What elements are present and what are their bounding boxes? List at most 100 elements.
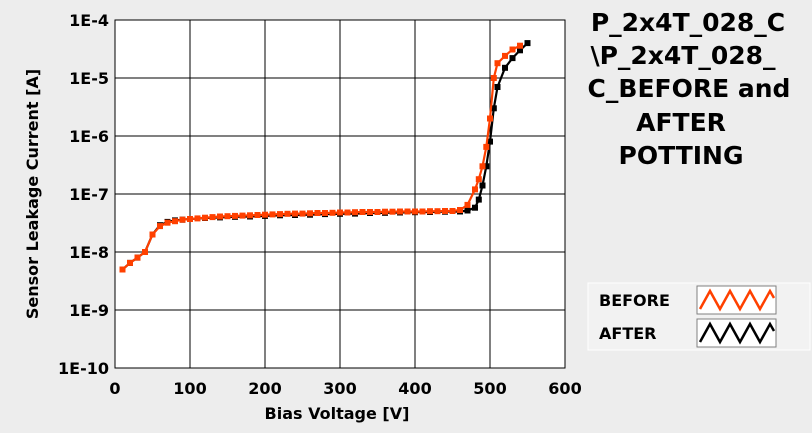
title-line-5: POTTING bbox=[619, 141, 744, 170]
data-point bbox=[502, 52, 508, 59]
data-point bbox=[517, 42, 523, 49]
data-point bbox=[269, 211, 276, 218]
data-point bbox=[127, 259, 133, 266]
data-point bbox=[367, 209, 373, 215]
data-point bbox=[277, 211, 283, 218]
data-point bbox=[464, 207, 471, 214]
data-point bbox=[352, 209, 358, 216]
data-point bbox=[262, 211, 268, 218]
title-line-2: \P_2x4T_028_ bbox=[590, 41, 776, 70]
data-point bbox=[464, 201, 471, 208]
data-point bbox=[434, 208, 441, 215]
data-point bbox=[490, 105, 497, 112]
x-tick-labels: 0 100 200 300 400 500 600 bbox=[109, 379, 581, 398]
x-tick-label: 600 bbox=[548, 379, 581, 398]
legend-label-before: BEFORE bbox=[599, 291, 670, 310]
data-point bbox=[487, 115, 493, 122]
y-tick-label: 1E-10 bbox=[58, 359, 109, 378]
data-point bbox=[202, 214, 208, 221]
data-point bbox=[494, 60, 501, 67]
x-tick-label: 400 bbox=[398, 379, 431, 398]
data-point bbox=[382, 208, 388, 215]
data-point bbox=[472, 186, 478, 193]
x-tick-label: 300 bbox=[323, 379, 356, 398]
y-tick-label: 1E-4 bbox=[69, 11, 109, 30]
data-point bbox=[224, 213, 231, 220]
data-point bbox=[524, 40, 531, 47]
data-point bbox=[475, 176, 482, 183]
series-before bbox=[119, 42, 523, 273]
data-point bbox=[479, 163, 486, 170]
y-tick-label: 1E-8 bbox=[69, 243, 109, 262]
legend-line-before bbox=[698, 288, 776, 312]
data-point bbox=[427, 208, 433, 215]
y-tick-label: 1E-5 bbox=[69, 69, 109, 88]
data-point bbox=[344, 209, 351, 216]
legend: BEFORE AFTER bbox=[587, 282, 811, 351]
data-point bbox=[419, 208, 426, 215]
legend-label-after: AFTER bbox=[599, 324, 656, 343]
data-point bbox=[134, 254, 141, 261]
x-tick-label: 200 bbox=[248, 379, 281, 398]
title-line-4: AFTER bbox=[636, 108, 726, 137]
data-point bbox=[179, 216, 186, 223]
data-point bbox=[397, 208, 403, 215]
y-tick-labels: 1E-4 1E-5 1E-6 1E-7 1E-8 1E-9 1E-10 bbox=[58, 11, 109, 378]
data-point bbox=[209, 214, 216, 221]
data-point bbox=[164, 219, 171, 226]
data-point bbox=[142, 249, 148, 255]
data-point bbox=[194, 215, 201, 222]
data-point bbox=[307, 210, 313, 217]
data-point bbox=[314, 210, 321, 216]
data-point bbox=[449, 208, 456, 214]
data-point bbox=[483, 143, 490, 150]
data-point bbox=[149, 231, 156, 238]
title-line-3: C_BEFORE and bbox=[588, 74, 791, 103]
y-tick-label: 1E-6 bbox=[69, 127, 109, 146]
data-point bbox=[517, 47, 523, 54]
x-axis-title: Bias Voltage [V] bbox=[265, 404, 410, 423]
data-point bbox=[475, 196, 482, 203]
series-layer bbox=[119, 40, 531, 273]
x-tick-label: 100 bbox=[173, 379, 206, 398]
data-point bbox=[479, 182, 486, 189]
data-point bbox=[239, 212, 246, 219]
data-point bbox=[187, 216, 193, 222]
data-point bbox=[389, 208, 396, 215]
data-point bbox=[404, 208, 411, 215]
data-point bbox=[487, 138, 493, 145]
data-point bbox=[172, 218, 178, 225]
data-point bbox=[490, 75, 497, 81]
x-tick-label: 500 bbox=[473, 379, 506, 398]
y-tick-label: 1E-9 bbox=[69, 301, 109, 320]
data-point bbox=[329, 209, 336, 216]
data-point bbox=[502, 64, 508, 71]
legend-line-after bbox=[698, 321, 776, 345]
y-axis-title: Sensor Leakage Current [A] bbox=[23, 69, 42, 319]
plot-frame bbox=[114, 19, 566, 369]
chart-title: P_2x4T_028_C \P_2x4T_028_ C_BEFORE and A… bbox=[588, 8, 791, 170]
data-point bbox=[284, 210, 291, 217]
y-tick-label: 1E-7 bbox=[69, 185, 109, 204]
data-point bbox=[232, 212, 238, 219]
data-point bbox=[119, 266, 126, 273]
data-point bbox=[299, 210, 306, 217]
data-point bbox=[412, 208, 418, 215]
title-line-1: P_2x4T_028_C bbox=[591, 8, 785, 37]
data-point bbox=[337, 209, 343, 216]
data-point bbox=[509, 46, 516, 53]
data-point bbox=[472, 204, 478, 211]
data-point bbox=[254, 212, 261, 218]
data-point bbox=[359, 209, 366, 215]
data-point bbox=[292, 210, 298, 217]
data-point bbox=[217, 213, 223, 220]
data-point bbox=[483, 163, 490, 170]
data-point bbox=[494, 84, 501, 90]
data-point bbox=[374, 209, 381, 215]
data-point bbox=[247, 212, 253, 219]
x-tick-label: 0 bbox=[109, 379, 120, 398]
data-point bbox=[442, 208, 448, 214]
data-point bbox=[509, 55, 516, 62]
data-point bbox=[322, 210, 328, 216]
